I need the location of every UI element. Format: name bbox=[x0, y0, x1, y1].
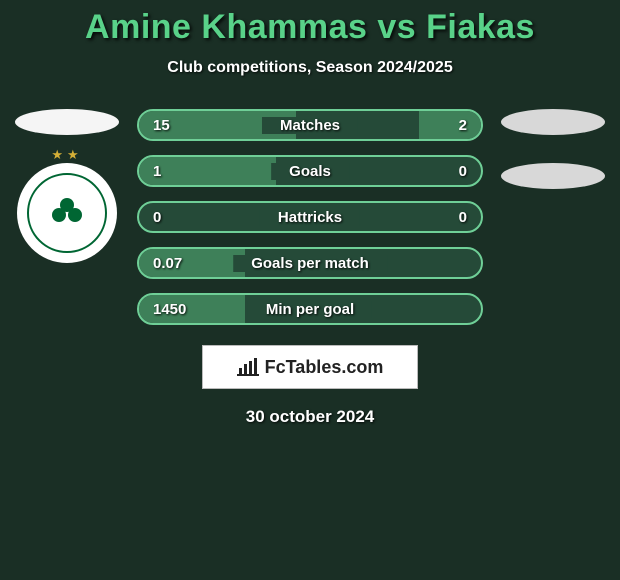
stat-bar: 1 Goals 0 bbox=[137, 155, 483, 187]
stats-column: 15 Matches 2 1 Goals 0 0 Hattricks 0 0.07 Goals pe… bbox=[137, 109, 483, 325]
right-player-col bbox=[501, 109, 605, 189]
stat-label: Hattricks bbox=[260, 209, 360, 226]
stat-label: Goals bbox=[271, 163, 349, 180]
stat-value-right: 0 bbox=[459, 163, 467, 180]
stat-value-left: 1 bbox=[153, 163, 161, 180]
brand-text: FcTables.com bbox=[265, 357, 384, 378]
player-photo-placeholder-right-1 bbox=[501, 109, 605, 135]
stat-bar: 0 Hattricks 0 bbox=[137, 201, 483, 233]
date-text: 30 october 2024 bbox=[0, 407, 620, 427]
stat-value-left: 0 bbox=[153, 209, 161, 226]
subtitle: Club competitions, Season 2024/2025 bbox=[0, 59, 620, 77]
stat-label: Min per goal bbox=[248, 301, 372, 318]
main-row: ★★ 15 Matches 2 1 Goals 0 0 Hattricks 0 0.07 Goals… bbox=[0, 109, 620, 325]
stat-value-right: 2 bbox=[459, 117, 467, 134]
stat-label: Matches bbox=[262, 117, 358, 134]
stat-fill-right bbox=[419, 111, 481, 139]
stat-value-right: 0 bbox=[459, 209, 467, 226]
stat-value-left: 1450 bbox=[153, 301, 186, 318]
comparison-card: Amine Khammas vs Fiakas Club competition… bbox=[0, 0, 620, 427]
stat-label: Goals per match bbox=[233, 255, 387, 272]
page-title: Amine Khammas vs Fiakas bbox=[0, 8, 620, 47]
club-stars: ★★ bbox=[51, 147, 82, 163]
stat-value-left: 15 bbox=[153, 117, 170, 134]
player-photo-placeholder-right-2 bbox=[501, 163, 605, 189]
club-logo-ring bbox=[27, 173, 107, 253]
player-photo-placeholder-left bbox=[15, 109, 119, 135]
brand-box[interactable]: FcTables.com bbox=[202, 345, 418, 389]
stat-value-left: 0.07 bbox=[153, 255, 182, 272]
stat-bar: 1450 Min per goal bbox=[137, 293, 483, 325]
bar-chart-icon bbox=[237, 358, 259, 376]
stat-bar: 0.07 Goals per match bbox=[137, 247, 483, 279]
left-club-logo: ★★ bbox=[17, 163, 117, 263]
shamrock-icon bbox=[52, 198, 82, 228]
left-player-col: ★★ bbox=[15, 109, 119, 263]
stat-bar: 15 Matches 2 bbox=[137, 109, 483, 141]
